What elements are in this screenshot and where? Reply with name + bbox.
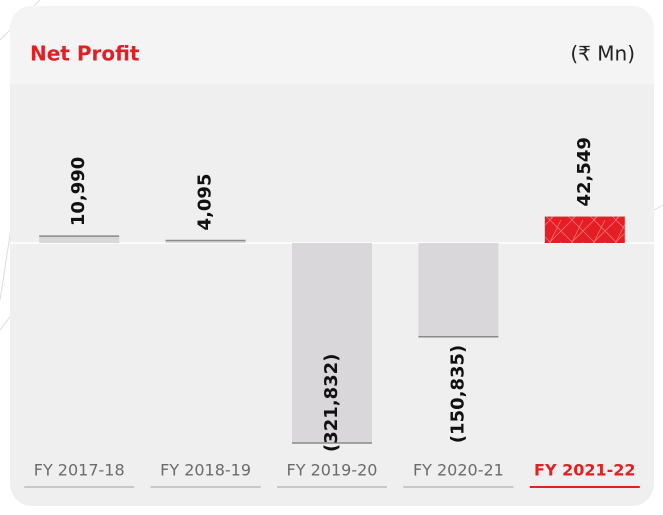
bar [39,236,120,243]
chart-title: Net Profit [30,42,140,66]
x-tick-label: FY 2020-21 [413,461,504,480]
bar [165,240,246,243]
value-label: 4,095 [195,174,216,231]
x-tick-label: FY 2021-22 [534,461,636,480]
value-label: 42,549 [574,137,595,206]
x-tick-label: FY 2019-20 [287,461,378,480]
card-header [10,6,654,84]
bar [292,243,372,443]
bar [418,243,499,337]
value-label: (321,832) [321,354,342,452]
bar-pattern [544,216,625,243]
x-tick-label: FY 2018-19 [160,461,251,480]
unit-label: (₹ Mn) [570,42,635,66]
x-tick-label: FY 2017-18 [34,461,125,480]
value-label: 10,990 [68,157,89,226]
value-label: (150,835) [447,345,468,443]
